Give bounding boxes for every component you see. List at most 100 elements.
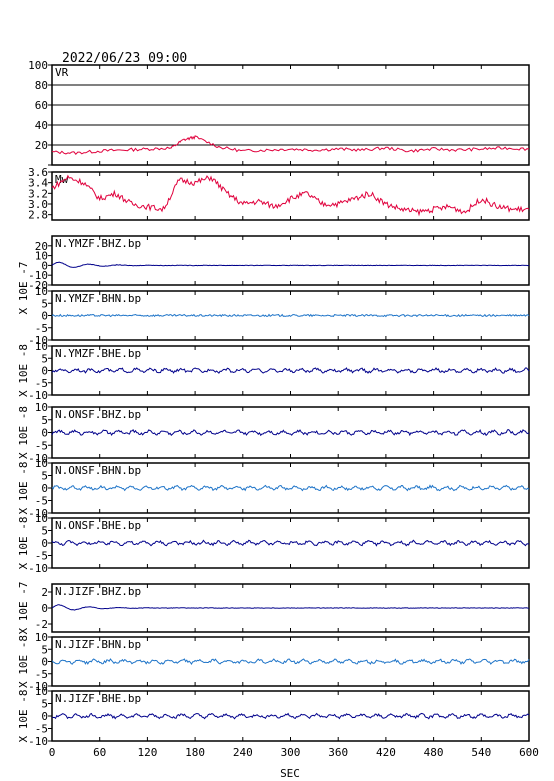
y-tick-label: 10: [35, 285, 48, 298]
y-tick-label: 2.8: [28, 209, 48, 222]
y-tick-label: -10: [28, 452, 48, 465]
y-unit-label: X 10E -8: [17, 462, 30, 515]
y-tick-label: 3.6: [28, 166, 48, 179]
y-unit-label: X 10E -8: [17, 406, 30, 459]
panel-name-label: N.ONSF.BHE.bp: [55, 519, 141, 532]
y-tick-label: -10: [28, 735, 48, 748]
y-tick-label: 10: [35, 340, 48, 353]
chart-timestamp: 2022/06/23 09:00: [62, 51, 187, 66]
y-tick-label: 10: [35, 250, 48, 263]
y-tick-label: -10: [28, 269, 48, 282]
y-tick-label: -20: [28, 279, 48, 292]
y-unit-label: X 10E -8: [17, 344, 30, 397]
y-tick-label: 0: [41, 710, 48, 723]
y-tick-label: -10: [28, 507, 48, 520]
panel-frame: [51, 171, 530, 221]
trace-line: [51, 367, 530, 374]
y-tick-label: 10: [35, 685, 48, 698]
y-unit-label: X 10E -7: [17, 582, 30, 635]
y-tick-label: 0: [41, 602, 48, 615]
y-tick-label: 3.4: [28, 177, 48, 190]
y-tick-label: 0: [41, 427, 48, 440]
y-tick-label: 5: [41, 414, 48, 427]
y-tick-label: 3.0: [28, 198, 48, 211]
panel-name-label: VR: [55, 66, 69, 79]
y-tick-label: 20: [35, 240, 48, 253]
y-tick-label: -5: [35, 439, 48, 452]
y-tick-label: -10: [28, 680, 48, 693]
y-tick-label: 0: [41, 656, 48, 669]
y-tick-label: -10: [28, 562, 48, 575]
panel-name-label: N.ONSF.BHN.bp: [55, 464, 141, 477]
y-tick-label: 10: [35, 512, 48, 525]
x-tick-label: 540: [471, 746, 491, 759]
panel-name-label: N.YMZF.BHE.bp: [55, 347, 141, 360]
y-tick-label: -5: [35, 723, 48, 736]
y-tick-label: 0: [41, 365, 48, 378]
y-tick-label: -10: [28, 389, 48, 402]
y-tick-label: 5: [41, 352, 48, 365]
trace-line: [51, 539, 530, 547]
x-tick-label: 420: [376, 746, 396, 759]
trace-line: [51, 658, 530, 665]
y-tick-label: 80: [35, 79, 48, 92]
y-tick-label: 20: [35, 139, 48, 152]
x-axis: 0 60 120 180 240 300 360 420 480 540 600: [49, 746, 539, 759]
y-tick-label: 2: [41, 586, 48, 599]
y-tick-label: -5: [35, 377, 48, 390]
y-tick-label: 3.2: [28, 187, 48, 200]
panel-0: 20 40 60 80 100 VR: [28, 59, 530, 166]
panel-8: -2 0 2 N.JIZF.BHZ.bp: [35, 583, 530, 633]
x-tick-label: 60: [93, 746, 106, 759]
y-tick-label: -2: [35, 618, 48, 631]
trace-line: [51, 135, 530, 155]
y-unit-label: X 10E -8: [17, 517, 30, 570]
y-tick-label: -5: [35, 550, 48, 563]
panel-name-label: N.JIZF.BHN.bp: [55, 638, 141, 651]
y-tick-label: 10: [35, 457, 48, 470]
trace-line: [51, 261, 530, 268]
trace-line: [51, 484, 530, 492]
y-tick-label: 5: [41, 698, 48, 711]
y-tick-label: 5: [41, 525, 48, 538]
x-tick-label: 300: [281, 746, 301, 759]
x-tick-label: 240: [233, 746, 253, 759]
y-tick-label: 40: [35, 119, 48, 132]
panel-name-label: N.JIZF.BHE.bp: [55, 692, 141, 705]
y-tick-label: 0: [41, 310, 48, 323]
y-tick-label: 60: [35, 99, 48, 112]
y-tick-label: -5: [35, 322, 48, 335]
y-tick-label: -10: [28, 334, 48, 347]
trace-line: [51, 313, 530, 318]
panel-name-label: N.ONSF.BHZ.bp: [55, 408, 141, 421]
y-tick-label: 0: [41, 482, 48, 495]
panel-1: 2.83.03.23.43.6 Mw: [28, 166, 530, 222]
y-tick-label: 0: [41, 259, 48, 272]
trace-line: [51, 174, 530, 217]
x-tick-label: 600: [519, 746, 539, 759]
y-unit-label: X 10E -8: [17, 690, 30, 743]
y-tick-label: -5: [35, 495, 48, 508]
y-unit-label: X 10E -7: [17, 262, 30, 315]
x-tick-label: 0: [49, 746, 56, 759]
panel-name-label: Mw: [55, 173, 69, 186]
x-axis-label: SEC: [280, 767, 300, 780]
y-tick-label: 5: [41, 297, 48, 310]
trace-line: [51, 712, 530, 720]
y-tick-label: 5: [41, 643, 48, 656]
x-tick-label: 480: [424, 746, 444, 759]
y-tick-label: 10: [35, 401, 48, 414]
panels-group: 20406080100VR2.83.03.23.43.6Mw-20-100102…: [17, 59, 530, 748]
panel-name-label: N.YMZF.BHZ.bp: [55, 237, 141, 250]
panel-name-label: N.YMZF.BHN.bp: [55, 292, 141, 305]
panel-name-label: N.JIZF.BHZ.bp: [55, 585, 141, 598]
y-tick-label: 0: [41, 537, 48, 550]
